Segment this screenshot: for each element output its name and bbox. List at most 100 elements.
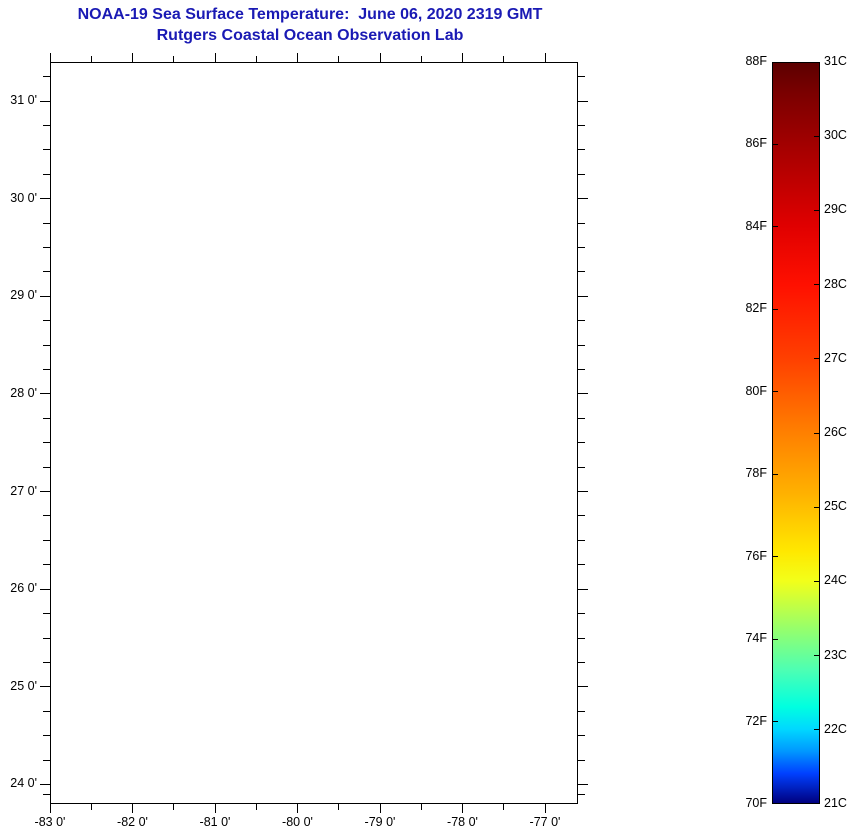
y-axis-label-6: 25 0' [10, 678, 37, 693]
colorbar-label-c-1: 30C [824, 128, 847, 143]
x-tick-minor-5 [503, 804, 505, 810]
y-tick-minor-right-2 [578, 149, 585, 151]
y-tick-minor-3 [43, 173, 50, 175]
y-tick-minor-right-22 [578, 793, 585, 795]
x-tick-major-3 [297, 804, 298, 813]
colorbar-label-f-9: 70F [745, 796, 767, 810]
colorbar-label-c-5: 26C [824, 425, 847, 439]
map-frame-border [50, 62, 578, 804]
x-axis-label-4: -79 0' [364, 815, 396, 829]
colorbar-tick-c-7 [814, 580, 820, 582]
y-axis-label-4: 27 0' [10, 483, 37, 498]
x-tick-minor-1 [173, 804, 175, 810]
x-axis-label-6: -77 0' [529, 815, 561, 829]
x-tick-minor-4 [420, 804, 422, 810]
y-tick-major-6 [40, 686, 50, 688]
colorbar-tick-f-2 [772, 226, 778, 228]
y-tick-major-2 [40, 295, 50, 297]
chart-title: NOAA-19 Sea Surface Temperature: June 06… [0, 4, 620, 46]
x-tick-major-top-1 [132, 53, 133, 62]
y-tick-minor-20 [43, 735, 50, 737]
colorbar-tick-f-7 [772, 638, 778, 640]
colorbar-tick-c-1 [814, 135, 820, 137]
y-tick-minor-right-18 [578, 661, 585, 663]
colorbar-label-f-4: 80F [745, 383, 767, 398]
y-tick-major-right-2 [578, 295, 588, 297]
y-tick-minor-16 [43, 613, 50, 615]
colorbar-tick-c-3 [814, 284, 820, 286]
y-tick-minor-right-1 [578, 124, 585, 126]
x-axis-label-0: -83 0' [34, 815, 66, 829]
y-tick-major-0 [40, 100, 50, 102]
colorbar-label-c-2: 29C [824, 202, 847, 217]
y-tick-minor-right-7 [578, 320, 585, 322]
colorbar-label-f-3: 82F [745, 301, 767, 316]
title-line-1: NOAA-19 Sea Surface Temperature: June 06… [77, 6, 543, 23]
x-tick-major-top-4 [379, 53, 381, 62]
y-tick-minor-5 [43, 247, 50, 248]
y-tick-minor-right-11 [578, 442, 585, 444]
colorbar-label-f-5: 78F [745, 466, 767, 481]
y-tick-major-right-1 [578, 198, 588, 200]
x-tick-major-0 [49, 804, 51, 813]
y-tick-minor-right-8 [578, 344, 585, 346]
x-tick-major-1 [132, 804, 133, 813]
y-tick-minor-12 [43, 466, 50, 468]
x-tick-major-top-6 [544, 53, 546, 62]
colorbar-tick-c-2 [814, 209, 820, 211]
x-tick-major-4 [379, 804, 381, 813]
y-tick-minor-14 [43, 539, 50, 541]
y-tick-minor-17 [43, 637, 50, 639]
y-tick-major-right-5 [578, 588, 588, 590]
colorbar-tick-c-9 [814, 729, 820, 731]
y-tick-minor-right-10 [578, 417, 585, 419]
colorbar-tick-f-4 [772, 391, 778, 393]
y-tick-minor-8 [43, 344, 50, 346]
colorbar-tick-c-8 [814, 655, 820, 657]
y-tick-minor-right-16 [578, 613, 585, 615]
y-tick-minor-1 [43, 124, 50, 126]
y-tick-minor-right-19 [578, 710, 585, 712]
y-tick-minor-4 [43, 222, 50, 224]
colorbar-tick-c-6 [814, 506, 820, 508]
y-tick-minor-18 [43, 661, 50, 663]
colorbar-label-c-0: 31C [824, 54, 847, 68]
x-tick-major-2 [214, 804, 216, 813]
x-tick-minor-2 [255, 804, 257, 810]
colorbar-label-c-8: 23C [824, 647, 847, 662]
y-tick-minor-right-3 [578, 173, 585, 175]
colorbar-label-f-0: 88F [745, 54, 767, 68]
colorbar-tick-f-5 [772, 473, 778, 475]
y-tick-minor-right-14 [578, 539, 585, 541]
x-tick-major-6 [544, 804, 546, 813]
x-axis-label-3: -80 0' [282, 815, 313, 829]
y-tick-minor-2 [43, 149, 50, 151]
y-tick-major-5 [40, 588, 50, 590]
y-axis-label-1: 30 0' [10, 190, 37, 205]
x-tick-minor-top-5 [503, 56, 505, 62]
x-tick-major-5 [462, 804, 463, 813]
x-tick-major-top-3 [297, 53, 298, 62]
y-tick-minor-right-6 [578, 271, 585, 273]
y-tick-major-7 [40, 783, 50, 785]
colorbar-label-c-4: 27C [824, 350, 847, 365]
y-axis-label-2: 29 0' [10, 288, 37, 303]
y-tick-minor-22 [43, 793, 50, 795]
y-tick-minor-right-0 [578, 76, 585, 78]
y-tick-minor-21 [43, 759, 50, 761]
y-axis-label-3: 28 0' [10, 385, 37, 400]
x-tick-minor-top-3 [338, 56, 340, 62]
colorbar-label-c-7: 24C [824, 573, 847, 588]
colorbar-label-c-9: 22C [824, 721, 847, 736]
colorbar-label-f-7: 74F [745, 631, 767, 646]
y-tick-minor-right-17 [578, 637, 585, 639]
y-axis-label-7: 24 0' [10, 776, 37, 791]
map-panel[interactable]: 600 ft 600 ft 600 ft 600 ft 600 ft [50, 62, 578, 804]
colorbar-label-c-3: 28C [824, 276, 847, 291]
colorbar-tick-f-6 [772, 556, 778, 558]
y-tick-minor-right-12 [578, 466, 585, 468]
colorbar-tick-c-4 [814, 358, 820, 360]
x-axis-label-1: -82 0' [117, 815, 148, 829]
colorbar[interactable]: 88F 86F 84F 82F 80F 78F 76F 74F 72F 70F 31C 30C 29C 2… [745, 54, 846, 810]
